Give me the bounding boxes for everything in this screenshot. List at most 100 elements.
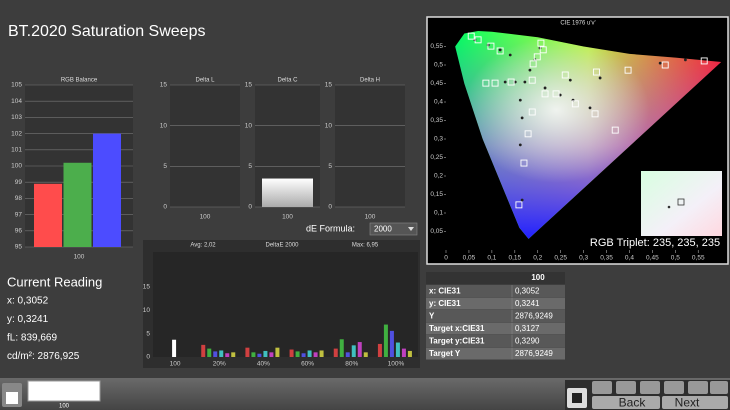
target-square bbox=[624, 66, 632, 74]
target-square bbox=[541, 90, 549, 98]
media-button[interactable] bbox=[592, 381, 612, 394]
reading-line: y: 0,3241 bbox=[7, 314, 49, 325]
de-bar bbox=[383, 324, 388, 357]
table-header bbox=[426, 272, 565, 284]
target-square bbox=[528, 76, 536, 84]
media-button[interactable] bbox=[640, 381, 660, 394]
cie-title: CIE 1976 u'v' bbox=[560, 21, 595, 27]
table-cell: 0,3241 bbox=[515, 299, 540, 308]
y-tick-label: 98 bbox=[15, 195, 23, 202]
inset-measured bbox=[667, 205, 671, 209]
delta-h-bg bbox=[335, 85, 405, 207]
y-tick-label: 101 bbox=[11, 147, 22, 154]
y-tick-label: 0,3 bbox=[434, 136, 443, 143]
page-title: BT.2020 Saturation Sweeps bbox=[8, 23, 205, 40]
measured-point bbox=[518, 143, 522, 147]
target-square bbox=[528, 108, 536, 116]
measured-point bbox=[520, 116, 524, 120]
table-cell: 2876,9249 bbox=[515, 349, 553, 358]
y-tick-label: 0 bbox=[146, 354, 150, 361]
de-bar bbox=[339, 339, 344, 357]
table-header-text: 100 bbox=[531, 273, 545, 282]
tool-icon-face bbox=[6, 392, 18, 404]
target-square bbox=[491, 79, 499, 87]
y-tick-label: 95 bbox=[15, 244, 23, 251]
table-row bbox=[426, 310, 565, 322]
de-bar bbox=[172, 339, 177, 357]
x-tick-label: 0,1 bbox=[487, 255, 496, 262]
target-square bbox=[661, 61, 669, 69]
de-bar bbox=[333, 348, 338, 357]
x-tick-label: 100% bbox=[388, 361, 405, 368]
target-square bbox=[487, 42, 495, 50]
x-tick-label: 0,45 bbox=[646, 255, 659, 262]
x-tick-label: 40% bbox=[257, 361, 270, 368]
y-tick-label: 0,05 bbox=[430, 228, 443, 235]
table-cell: Target Y bbox=[429, 349, 461, 358]
measured-point bbox=[598, 76, 602, 80]
x-tick-label: 60% bbox=[301, 361, 314, 368]
next-button[interactable] bbox=[662, 396, 728, 409]
de-bar bbox=[219, 350, 224, 357]
locus-fill bbox=[455, 30, 722, 239]
de-bar bbox=[263, 350, 268, 357]
thumbnail[interactable] bbox=[27, 380, 101, 402]
de-bar bbox=[363, 352, 368, 357]
de-bar bbox=[307, 350, 312, 357]
bar bbox=[34, 183, 62, 247]
back-button[interactable] bbox=[592, 396, 660, 409]
de-formula-select[interactable] bbox=[369, 222, 418, 236]
x-tick-label: 100 bbox=[282, 214, 293, 221]
thumbnail-label: 100 bbox=[59, 404, 70, 410]
y-tick-label: 0,15 bbox=[430, 191, 443, 198]
media-button[interactable] bbox=[616, 381, 636, 394]
measured-point bbox=[658, 61, 662, 65]
bar bbox=[63, 162, 92, 247]
table-row bbox=[426, 297, 565, 310]
y-tick-label: 15 bbox=[325, 82, 333, 89]
target-square bbox=[552, 90, 560, 98]
media-button[interactable] bbox=[710, 381, 728, 394]
de-formula-value[interactable]: 2000 bbox=[374, 225, 392, 234]
next-label[interactable]: Next bbox=[675, 396, 700, 410]
y-tick-label: 105 bbox=[11, 82, 22, 89]
de-bar bbox=[395, 342, 400, 357]
current-reading-title: Current Reading bbox=[7, 274, 102, 289]
de-bar bbox=[257, 353, 262, 357]
measured-point bbox=[520, 198, 524, 202]
de-bar bbox=[301, 353, 306, 357]
y-tick-label: 96 bbox=[15, 228, 23, 235]
back-label[interactable]: Back bbox=[619, 396, 647, 410]
panel-title: RGB Balance bbox=[61, 78, 98, 84]
dropdown-arrow bbox=[408, 227, 414, 231]
inset-target bbox=[677, 198, 685, 206]
y-tick-label: 97 bbox=[15, 211, 23, 218]
de-avg: Avg: 2,02 bbox=[190, 243, 216, 249]
y-tick-label: 102 bbox=[11, 130, 22, 137]
de-bar bbox=[319, 350, 324, 357]
bar bbox=[262, 178, 313, 207]
target-square bbox=[592, 68, 600, 76]
x-tick-label: 0,35 bbox=[600, 255, 613, 262]
table-cell: 0,3052 bbox=[515, 287, 540, 296]
target-square bbox=[467, 32, 475, 40]
de-bar bbox=[357, 342, 362, 357]
de-bar bbox=[231, 352, 236, 357]
media-button[interactable] bbox=[688, 381, 708, 394]
de-title: DeltaE 2000 bbox=[265, 243, 299, 249]
y-tick-label: 0,55 bbox=[430, 43, 443, 50]
measured-point bbox=[523, 80, 527, 84]
table-cell: 0,3290 bbox=[515, 337, 540, 346]
reading-line: x: 0,3052 bbox=[7, 296, 49, 307]
x-tick-label: 100 bbox=[200, 214, 211, 221]
table-cell: x: CIE31 bbox=[429, 287, 461, 296]
de-bar bbox=[313, 352, 318, 357]
y-tick-label: 15 bbox=[160, 82, 168, 89]
y-tick-label: 10 bbox=[143, 307, 151, 314]
table-row bbox=[426, 335, 565, 347]
zoom-inset bbox=[641, 171, 722, 236]
de-bar bbox=[351, 345, 356, 357]
y-tick-label: 0 bbox=[163, 204, 167, 211]
table-row bbox=[426, 285, 565, 297]
media-button[interactable] bbox=[664, 381, 684, 394]
